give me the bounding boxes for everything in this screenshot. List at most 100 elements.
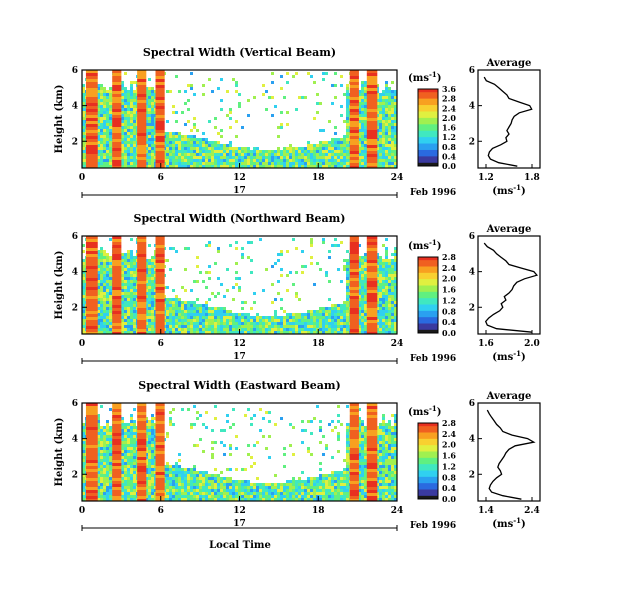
heatmap-cell <box>151 456 154 459</box>
heatmap-cell <box>382 90 385 93</box>
heatmap-cell <box>148 156 151 159</box>
heatmap-cell <box>211 328 214 331</box>
heatmap-cell <box>208 298 211 301</box>
heatmap-cell <box>298 298 301 301</box>
heatmap-cell <box>124 438 127 441</box>
heatmap-cell <box>226 313 229 316</box>
heatmap-cell <box>103 96 106 99</box>
heatmap-cell <box>85 166 98 168</box>
heatmap-cell <box>133 408 136 411</box>
heatmap-cell <box>310 162 313 165</box>
heatmap-cell <box>103 150 106 153</box>
heatmap-cell <box>325 162 328 165</box>
colorbar-swatch <box>418 105 438 109</box>
heatmap-cell <box>376 135 379 138</box>
heatmap-cell <box>151 114 154 117</box>
heatmap-cell <box>366 130 378 133</box>
heatmap-cell <box>331 156 334 159</box>
heatmap-cell <box>385 117 388 120</box>
heatmap-cell <box>106 295 109 298</box>
heatmap-cell <box>187 313 190 316</box>
heatmap-cell <box>379 141 382 144</box>
heatmap-cell <box>100 283 103 286</box>
heatmap-cell <box>190 159 193 162</box>
heatmap-cell <box>112 148 122 151</box>
heatmap-cell <box>121 165 124 168</box>
heatmap-cell <box>100 259 103 262</box>
heatmap-cell <box>382 319 385 322</box>
heatmap-cell <box>148 117 151 120</box>
heatmap-cell <box>130 453 133 456</box>
heatmap-cell <box>137 88 147 91</box>
heatmap-cell <box>85 73 98 76</box>
heatmap-cell <box>343 159 346 162</box>
heatmap-cell <box>253 165 256 168</box>
heatmap-cell <box>379 138 382 141</box>
heatmap-cell <box>121 123 124 126</box>
heatmap-cell <box>130 90 133 93</box>
heatmap-cell <box>328 256 331 259</box>
heatmap-cell <box>166 141 169 144</box>
heatmap-cell <box>376 147 379 150</box>
heatmap-cell <box>328 150 331 153</box>
heatmap-cell <box>364 256 367 259</box>
heatmap-cell <box>97 256 100 259</box>
heatmap-cell <box>100 331 103 334</box>
heatmap-cell <box>184 268 187 271</box>
heatmap-cell <box>124 114 127 117</box>
heatmap-cell <box>130 256 133 259</box>
heatmap-cell <box>155 275 165 278</box>
heatmap-cell <box>121 96 124 99</box>
heatmap-cell <box>376 141 379 144</box>
heatmap-cell <box>361 84 364 87</box>
heatmap-cell <box>259 325 262 328</box>
heatmap-cell <box>346 87 349 90</box>
heatmap-cell <box>172 165 175 168</box>
heatmap-cell <box>85 263 98 266</box>
heatmap-cell <box>379 331 382 334</box>
heatmap-cell <box>103 310 106 313</box>
heatmap-cell <box>169 319 172 322</box>
heatmap-cell <box>127 120 130 123</box>
heatmap-cell <box>103 141 106 144</box>
heatmap-cell <box>137 121 147 124</box>
heatmap-cell <box>124 432 127 435</box>
heatmap-cell <box>124 328 127 331</box>
heatmap-cell <box>130 150 133 153</box>
heatmap-cell <box>193 313 196 316</box>
heatmap-cell <box>334 132 337 135</box>
heatmap-cell <box>181 307 184 310</box>
heatmap-cell <box>109 498 112 501</box>
heatmap-cell <box>172 310 175 313</box>
heatmap-cell <box>325 150 328 153</box>
heatmap-cell <box>121 441 124 444</box>
heatmap-cell <box>85 109 98 112</box>
heatmap-cell <box>155 308 165 311</box>
heatmap-cell <box>382 153 385 156</box>
heatmap-cell <box>202 331 205 334</box>
heatmap-cell <box>109 153 112 156</box>
heatmap-cell <box>121 265 124 268</box>
heatmap-cell <box>133 123 136 126</box>
heatmap-cell <box>292 331 295 334</box>
heatmap-cell <box>103 165 106 168</box>
heatmap-cell <box>103 492 106 495</box>
heatmap-cell <box>283 159 286 162</box>
heatmap-cell <box>178 325 181 328</box>
heatmap-cell <box>181 156 184 159</box>
heatmap-cell <box>394 304 397 307</box>
heatmap-cell <box>137 287 147 290</box>
heatmap-cell <box>97 498 100 501</box>
heatmap-cell <box>217 316 220 319</box>
heatmap-cell <box>388 310 391 313</box>
heatmap-cell <box>283 331 286 334</box>
heatmap-cell <box>364 274 367 277</box>
heatmap-cell <box>109 144 112 147</box>
heatmap-cell <box>127 265 130 268</box>
heatmap-cell <box>325 274 328 277</box>
heatmap-cell <box>361 147 364 150</box>
heatmap-cell <box>394 274 397 277</box>
heatmap-cell <box>382 111 385 114</box>
heatmap-cell <box>313 144 316 147</box>
heatmap-cell <box>211 313 214 316</box>
